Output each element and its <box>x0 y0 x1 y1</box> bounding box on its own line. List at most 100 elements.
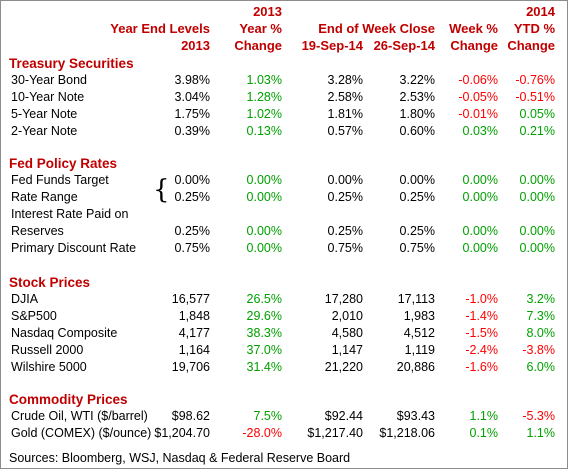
row-label: Primary Discount Rate <box>11 241 137 255</box>
cell-ytd: 0.00% <box>519 173 555 187</box>
cell-ye: 16,577 <box>171 292 210 306</box>
cell-ytd: 8.0% <box>526 326 556 340</box>
cell-ye: 1,164 <box>178 343 210 357</box>
section-title: Treasury Securities <box>9 56 134 71</box>
cell-ytd: 0.21% <box>519 124 555 138</box>
cell-c1: 0.25% <box>327 190 363 204</box>
cell-yp: 29.6% <box>246 309 282 323</box>
header-year-end-2013: 2013 <box>181 38 210 53</box>
cell-wk: 0.00% <box>462 173 498 187</box>
cell-c1: 3.28% <box>327 73 363 87</box>
cell-c1: 0.00% <box>327 173 363 187</box>
cell-ye: 3.04% <box>174 90 210 104</box>
cell-c2: $1,218.06 <box>379 426 435 440</box>
header-weekpct-label: Week % <box>449 21 498 36</box>
cell-c2: 1.80% <box>399 107 435 121</box>
cell-ytd: 0.05% <box>519 107 555 121</box>
cell-c2: 4,512 <box>403 326 435 340</box>
cell-ye: $98.62 <box>171 409 210 423</box>
header-end-of-week: End of Week Close <box>318 21 435 36</box>
header-yearpct-label: Year % <box>239 21 282 36</box>
cell-wk: -1.4% <box>465 309 498 323</box>
row-label: Interest Rate Paid on <box>11 207 129 221</box>
cell-c1: $1,217.40 <box>307 426 363 440</box>
cell-ye: 1.75% <box>174 107 210 121</box>
cell-ye: 19,706 <box>171 360 210 374</box>
cell-c2: 0.75% <box>399 241 435 255</box>
cell-yp: 0.00% <box>246 224 282 238</box>
cell-yp: 1.03% <box>246 73 282 87</box>
cell-ye: 3.98% <box>174 73 210 87</box>
cell-ye: 4,177 <box>178 326 210 340</box>
row-label: Rate Range <box>11 190 78 204</box>
cell-yp: 7.5% <box>253 409 283 423</box>
row-label: Russell 2000 <box>11 343 84 357</box>
cell-c1: 2,010 <box>331 309 363 323</box>
cell-ye: 0.25% <box>174 190 210 204</box>
header-date-1: 19-Sep-14 <box>301 38 363 53</box>
cell-c2: 0.60% <box>399 124 435 138</box>
section-title: Fed Policy Rates <box>9 156 118 171</box>
row-label: Fed Funds Target <box>11 173 109 187</box>
row-label: 2-Year Note <box>11 124 78 138</box>
cell-c2: 0.25% <box>399 190 435 204</box>
cell-c2: 2.53% <box>399 90 435 104</box>
row-label: Gold (COMEX) ($/ounce) <box>11 426 152 440</box>
cell-ye: 0.75% <box>174 241 210 255</box>
cell-wk: -0.01% <box>458 107 498 121</box>
cell-ye: 0.25% <box>174 224 210 238</box>
row-label: Wilshire 5000 <box>11 360 87 374</box>
row-label: DJIA <box>11 292 39 306</box>
cell-ytd: 0.00% <box>519 241 555 255</box>
cell-c1: 21,220 <box>324 360 363 374</box>
cell-wk: -0.06% <box>458 73 498 87</box>
cell-wk: -0.05% <box>458 90 498 104</box>
cell-c2: 17,113 <box>397 292 435 306</box>
cell-ytd: 1.1% <box>526 426 556 440</box>
row-label: S&P500 <box>11 309 57 323</box>
cell-ytd: 0.00% <box>519 190 555 204</box>
cell-ytd: 6.0% <box>526 360 556 374</box>
cell-c2: 20,886 <box>396 360 435 374</box>
cell-ye: $1,204.70 <box>154 426 210 440</box>
cell-yp: 26.5% <box>246 292 282 306</box>
row-label: 5-Year Note <box>11 107 78 121</box>
cell-yp: -28.0% <box>242 426 282 440</box>
cell-wk: 0.00% <box>462 241 498 255</box>
row-label: 30-Year Bond <box>11 73 87 87</box>
header-date-2: 26-Sep-14 <box>373 38 435 53</box>
cell-c1: 1,147 <box>331 343 363 357</box>
section-title: Stock Prices <box>9 275 91 290</box>
cell-wk: 0.03% <box>462 124 498 138</box>
cell-c2: 0.25% <box>399 224 435 238</box>
cell-yp: 38.3% <box>246 326 282 340</box>
cell-wk: -1.5% <box>465 326 498 340</box>
header-year-end-levels: Year End Levels <box>110 21 210 36</box>
cell-wk: -1.6% <box>465 360 498 374</box>
cell-ye: 0.00% <box>174 173 210 187</box>
cell-yp: 31.4% <box>246 360 282 374</box>
cell-c2: $93.43 <box>396 409 435 423</box>
cell-yp: 0.00% <box>246 190 282 204</box>
header-ytd-label: YTD % <box>513 21 555 36</box>
cell-wk: -1.0% <box>465 292 498 306</box>
cell-c2: 1,983 <box>403 309 435 323</box>
cell-c2: 0.00% <box>399 173 435 187</box>
cell-ytd: 3.2% <box>526 292 556 306</box>
cell-ytd: 0.00% <box>519 224 555 238</box>
row-label: Nasdaq Composite <box>11 326 118 340</box>
cell-c1: 1.81% <box>327 107 363 121</box>
cell-ytd: -3.8% <box>522 343 555 357</box>
brace-symbol: { <box>153 175 170 205</box>
cell-ytd: -0.51% <box>515 90 555 104</box>
cell-c2: 1,119 <box>404 343 435 357</box>
cell-c1: 17,280 <box>324 292 363 306</box>
source-note: Sources: Bloomberg, WSJ, Nasdaq & Federa… <box>9 451 351 465</box>
cell-yp: 37.0% <box>246 343 282 357</box>
row-label: Crude Oil, WTI ($/barrel) <box>11 409 148 423</box>
cell-c2: 3.22% <box>399 73 435 87</box>
cell-yp: 1.02% <box>246 107 282 121</box>
cell-ytd: 7.3% <box>526 309 556 323</box>
cell-wk: 0.00% <box>462 224 498 238</box>
